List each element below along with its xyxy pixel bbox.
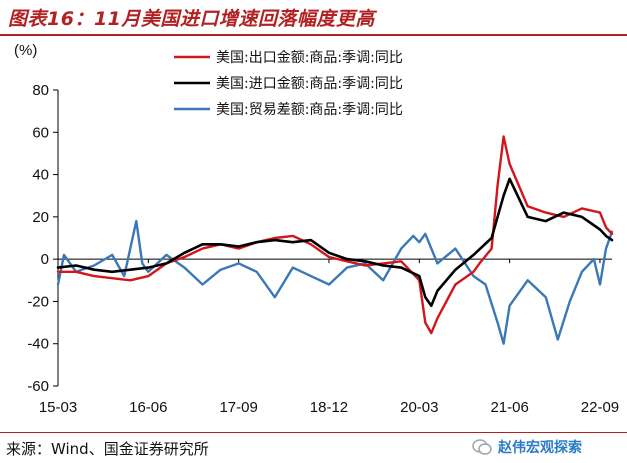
- x-axis: 15-03 16-06 17-09 18-12 20-03 21-06 22-09: [39, 259, 619, 416]
- y-tick-label: -40: [27, 336, 49, 353]
- watermark-text: 赵伟宏观探索: [498, 440, 582, 456]
- chart-title: 图表16：11月美国进口增速回落幅度更高: [8, 8, 375, 30]
- y-axis-unit-label: (%): [14, 42, 37, 59]
- x-tick-label: 21-06: [490, 399, 528, 416]
- x-tick-label: 16-06: [129, 399, 167, 416]
- y-tick-label: 0: [41, 251, 49, 268]
- y-tick-label: 80: [32, 82, 49, 99]
- source-note: 来源：Wind、国金证券研究所: [6, 440, 209, 458]
- series-line-1: [56, 177, 614, 307]
- y-axis: 80 60 40 20 0 -20 -40 -60: [27, 82, 59, 395]
- x-tick-label: 17-09: [219, 399, 257, 416]
- y-tick-label: 20: [32, 209, 49, 226]
- x-tick-label: 22-09: [581, 399, 619, 416]
- x-tick-label: 20-03: [400, 399, 438, 416]
- legend-label-2: 美国:贸易差额:商品:季调:同比: [216, 102, 403, 118]
- chart-legend: 美国:出口金额:商品:季调:同比美国:进口金额:商品:季调:同比美国:贸易差额:…: [174, 50, 403, 118]
- y-tick-label: -60: [27, 378, 49, 395]
- y-tick-label: 40: [32, 167, 49, 184]
- title-divider: [0, 34, 627, 36]
- watermark: 赵伟宏观探索: [472, 436, 582, 458]
- legend-label-0: 美国:出口金额:商品:季调:同比: [216, 50, 403, 66]
- series-line-0: [56, 135, 614, 335]
- series-layer: [56, 135, 614, 345]
- series-line-2: [56, 219, 614, 345]
- legend-label-1: 美国:进口金额:商品:季调:同比: [216, 76, 403, 92]
- x-tick-label: 15-03: [39, 399, 77, 416]
- x-tick-label: 18-12: [310, 399, 348, 416]
- wechat-icon: [472, 439, 492, 455]
- footer-divider: [0, 432, 627, 433]
- y-tick-label: -20: [27, 293, 49, 310]
- y-tick-label: 60: [32, 124, 49, 141]
- trade-growth-chart: (%) 80 60 40 20 0 -20 -40 -60 15-03 16-06 17-09 18…: [14, 42, 619, 416]
